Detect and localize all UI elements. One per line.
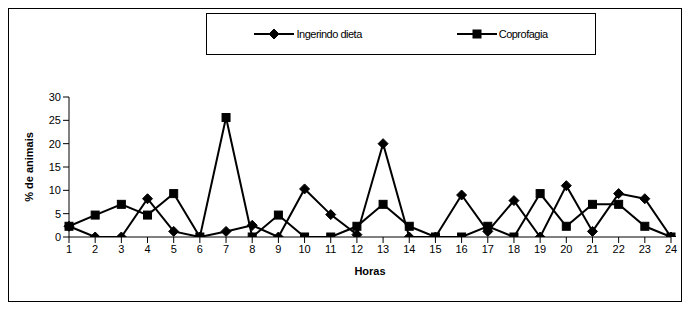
svg-text:20: 20 xyxy=(560,243,572,255)
svg-text:6: 6 xyxy=(197,243,203,255)
html-text:Coprofagia: Coprofagia xyxy=(498,28,548,40)
svg-text:12: 12 xyxy=(351,243,363,255)
svg-text:3: 3 xyxy=(118,243,124,255)
svg-text:30: 30 xyxy=(49,91,61,103)
svg-text:4: 4 xyxy=(144,243,150,255)
svg-text:8: 8 xyxy=(249,243,255,255)
svg-text:2: 2 xyxy=(92,243,98,255)
svg-text:20: 20 xyxy=(49,138,61,150)
svg-text:13: 13 xyxy=(377,243,389,255)
svg-text:19: 19 xyxy=(534,243,546,255)
svg-text:21: 21 xyxy=(586,243,598,255)
svg-text:15: 15 xyxy=(429,243,441,255)
svg-text:5: 5 xyxy=(171,243,177,255)
svg-text:0: 0 xyxy=(55,231,61,243)
svg-text:10: 10 xyxy=(49,184,61,196)
svg-text:7: 7 xyxy=(223,243,229,255)
svg-text:25: 25 xyxy=(49,114,61,126)
svg-text:10: 10 xyxy=(298,243,310,255)
svg-text:22: 22 xyxy=(613,243,625,255)
svg-text:Horas: Horas xyxy=(354,265,385,277)
svg-text:18: 18 xyxy=(508,243,520,255)
svg-text:9: 9 xyxy=(275,243,281,255)
html-text:Ingerindo dieta: Ingerindo dieta xyxy=(296,28,362,40)
svg-text:5: 5 xyxy=(55,208,61,220)
svg-text:23: 23 xyxy=(639,243,651,255)
svg-text:11: 11 xyxy=(325,243,336,255)
svg-text:14: 14 xyxy=(403,243,415,255)
svg-text:% de animais: % de animais xyxy=(23,132,35,202)
svg-text:16: 16 xyxy=(455,243,467,255)
svg-text:17: 17 xyxy=(482,243,494,255)
svg-text:1: 1 xyxy=(66,243,72,255)
svg-text:15: 15 xyxy=(49,161,61,173)
svg-text:24: 24 xyxy=(665,243,677,255)
